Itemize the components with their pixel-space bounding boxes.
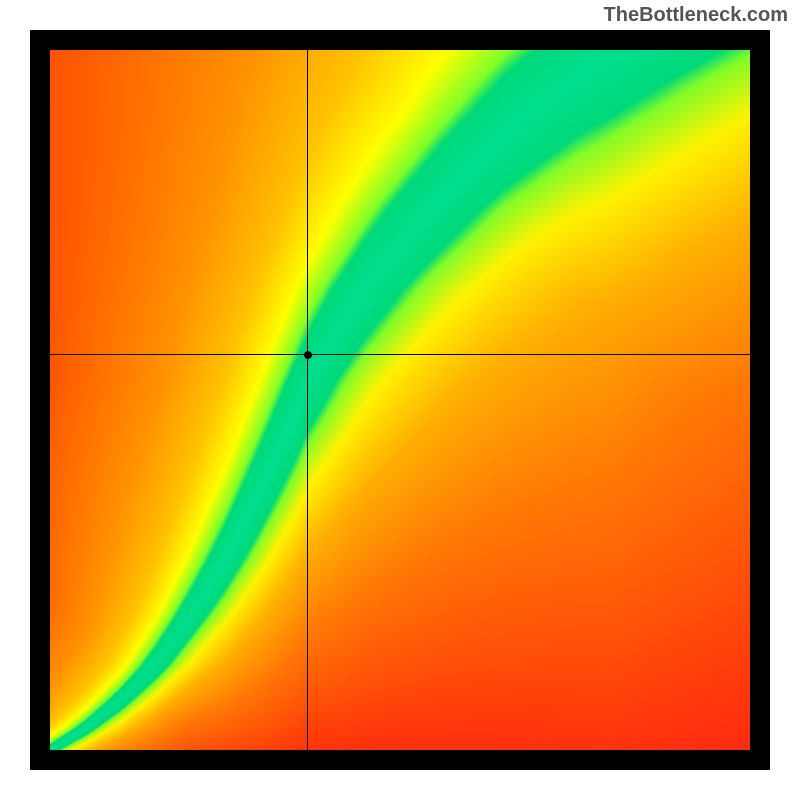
crosshair-horizontal xyxy=(50,354,750,355)
heatmap-canvas xyxy=(50,50,750,750)
watermark-text: TheBottleneck.com xyxy=(604,4,788,27)
crosshair-vertical xyxy=(307,50,308,750)
chart-frame xyxy=(30,30,770,770)
marker-point xyxy=(304,351,312,359)
